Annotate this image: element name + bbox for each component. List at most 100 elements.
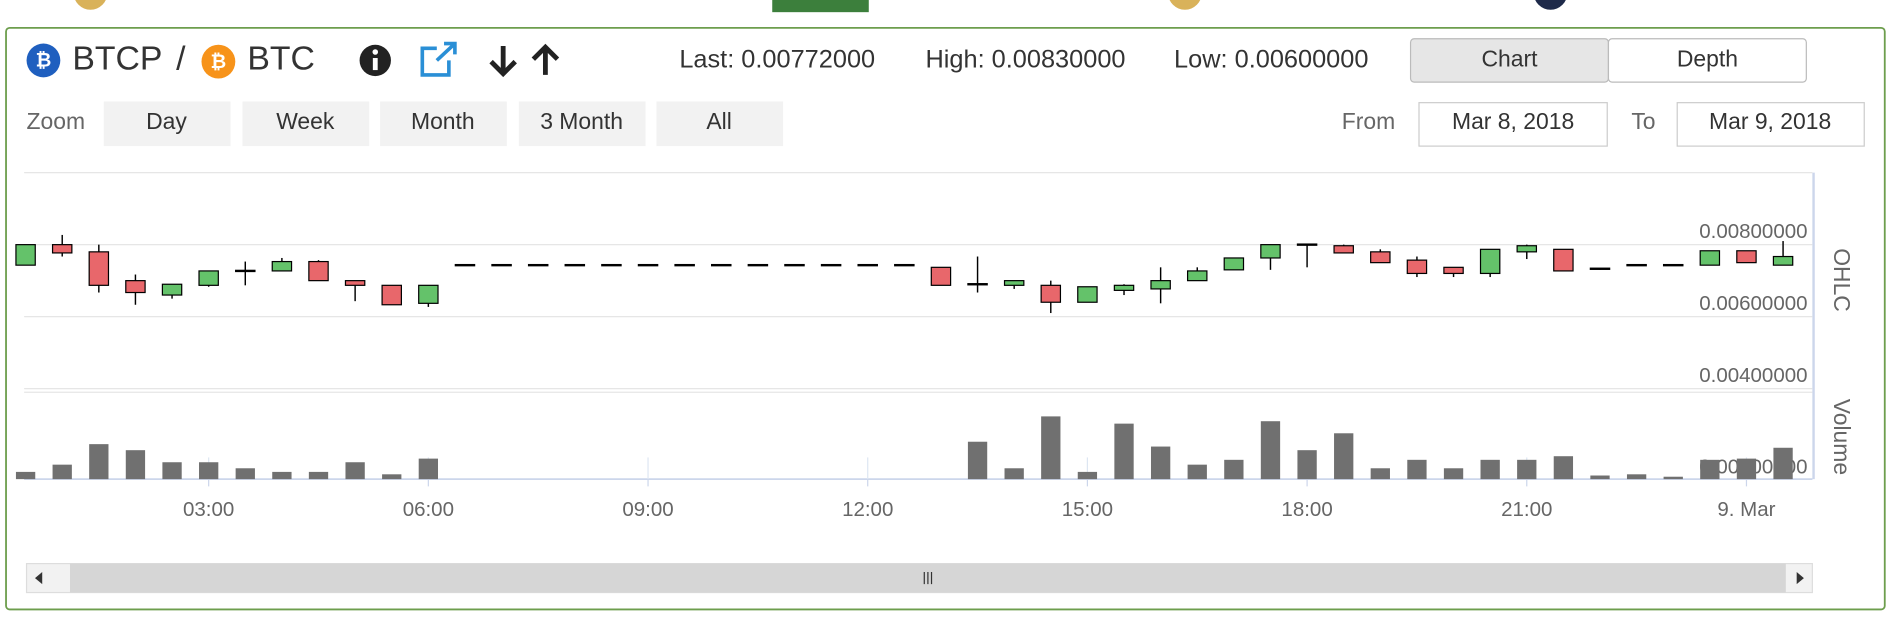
candle-body xyxy=(1736,250,1757,264)
x-tick-label: 03:00 xyxy=(183,498,234,521)
volume-bar xyxy=(1041,416,1061,480)
x-tick-label: 21:00 xyxy=(1501,498,1552,521)
separator: / xyxy=(176,39,186,77)
stat-label: Last: xyxy=(679,45,734,73)
volume-bar xyxy=(1590,475,1610,480)
candle-body xyxy=(784,263,805,267)
btc-icon xyxy=(201,44,236,79)
y-tick-label: 0.00600000 xyxy=(1699,292,1807,315)
volume-bar xyxy=(1663,476,1683,480)
stat-last: Last: 0.00772000 xyxy=(679,45,875,73)
volume-bar xyxy=(1004,468,1024,480)
candle-body xyxy=(601,263,622,267)
candle-body xyxy=(1260,244,1281,259)
candle-body xyxy=(1296,243,1318,246)
y-axis-title: Volume xyxy=(1829,399,1855,475)
volume-bar xyxy=(1224,459,1244,480)
volume-bar xyxy=(1443,468,1464,480)
candle-body xyxy=(88,251,110,286)
candle-body xyxy=(1699,250,1721,266)
candle-body xyxy=(564,263,586,267)
volume-bar xyxy=(1077,471,1098,480)
candle-body xyxy=(1040,284,1062,303)
zoom-button-label[interactable]: Month xyxy=(411,108,475,134)
candle-body xyxy=(418,284,439,304)
volume-bar xyxy=(272,471,292,480)
x-tick-label: 15:00 xyxy=(1062,498,1113,521)
candle-body xyxy=(1772,255,1794,266)
zoom-button-label[interactable]: Week xyxy=(276,108,335,134)
x-tick-label: 06:00 xyxy=(403,498,454,521)
candle-body xyxy=(1406,259,1428,275)
zoom-button[interactable] xyxy=(518,101,646,147)
candle-body xyxy=(1003,280,1025,286)
candle-body xyxy=(1553,248,1574,272)
volume-bar xyxy=(1480,459,1500,480)
candle-body xyxy=(1626,263,1647,267)
x-tick-label: 18:00 xyxy=(1281,498,1332,521)
quote-symbol: BTC xyxy=(247,39,315,77)
candle-body xyxy=(161,283,183,296)
candle-body xyxy=(344,280,366,286)
to-label: To xyxy=(1631,108,1655,134)
btcp-glyph: ₿ xyxy=(36,51,52,72)
candle-body xyxy=(235,269,256,273)
candle-body xyxy=(930,266,952,286)
volume-bar xyxy=(15,471,36,480)
volume-bar xyxy=(1150,446,1171,480)
date-input[interactable] xyxy=(1418,102,1608,147)
tab-label[interactable]: Depth xyxy=(1677,45,1738,71)
volume-bar xyxy=(1187,464,1207,480)
volume-bar xyxy=(199,462,219,480)
date-input[interactable] xyxy=(1676,102,1865,147)
candle-body xyxy=(51,244,73,254)
candle-body xyxy=(857,263,878,267)
candle-body xyxy=(381,284,402,306)
stat-value: 0.00830000 xyxy=(992,45,1126,73)
candle-body xyxy=(491,263,512,267)
zoom-button-label[interactable]: 3 Month xyxy=(540,108,623,134)
stat-value: 0.00772000 xyxy=(741,45,875,73)
scroll-right[interactable] xyxy=(1796,572,1804,585)
candle-body xyxy=(1150,280,1171,290)
candle-body xyxy=(271,260,293,272)
candle-body xyxy=(15,244,36,266)
coin-icon xyxy=(1535,0,1566,10)
candle-body xyxy=(674,263,695,267)
candle-body xyxy=(454,263,476,267)
scroll-left[interactable] xyxy=(34,572,43,585)
candle-body xyxy=(894,263,915,267)
stat-label: High: xyxy=(925,45,984,73)
volume-bar xyxy=(125,450,146,480)
date-value[interactable]: Mar 8, 2018 xyxy=(1452,108,1574,134)
zoom-button[interactable] xyxy=(103,101,231,147)
volume-bar xyxy=(1260,421,1281,480)
tab-label[interactable]: Chart xyxy=(1481,45,1538,71)
candle-body xyxy=(1589,267,1611,270)
candle-body xyxy=(1662,263,1684,267)
candle-body xyxy=(1113,284,1135,291)
stat-value: 0.00600000 xyxy=(1235,45,1369,73)
info-button[interactable] xyxy=(359,44,391,77)
from-label: From xyxy=(1342,108,1395,134)
sort-arrows[interactable] xyxy=(489,43,560,78)
scrollbar-grip xyxy=(923,572,933,585)
volume-bar xyxy=(1370,468,1390,480)
zoom-button-label[interactable]: All xyxy=(706,108,731,134)
zoom-button[interactable] xyxy=(656,101,784,147)
volume-bar xyxy=(1736,458,1757,480)
volume-bar xyxy=(345,462,365,480)
date-value[interactable]: Mar 9, 2018 xyxy=(1709,108,1831,134)
candle-body xyxy=(711,263,732,267)
tab[interactable] xyxy=(1607,38,1807,83)
x-tick-label: 12:00 xyxy=(842,498,893,521)
zoom-button[interactable] xyxy=(242,101,370,147)
external-link[interactable] xyxy=(420,41,457,77)
base-symbol: BTCP xyxy=(72,39,162,77)
zoom-button-label[interactable]: Day xyxy=(146,108,187,134)
volume-bar xyxy=(1114,423,1134,480)
volume-bar xyxy=(967,441,988,480)
zoom-button[interactable] xyxy=(380,101,507,147)
